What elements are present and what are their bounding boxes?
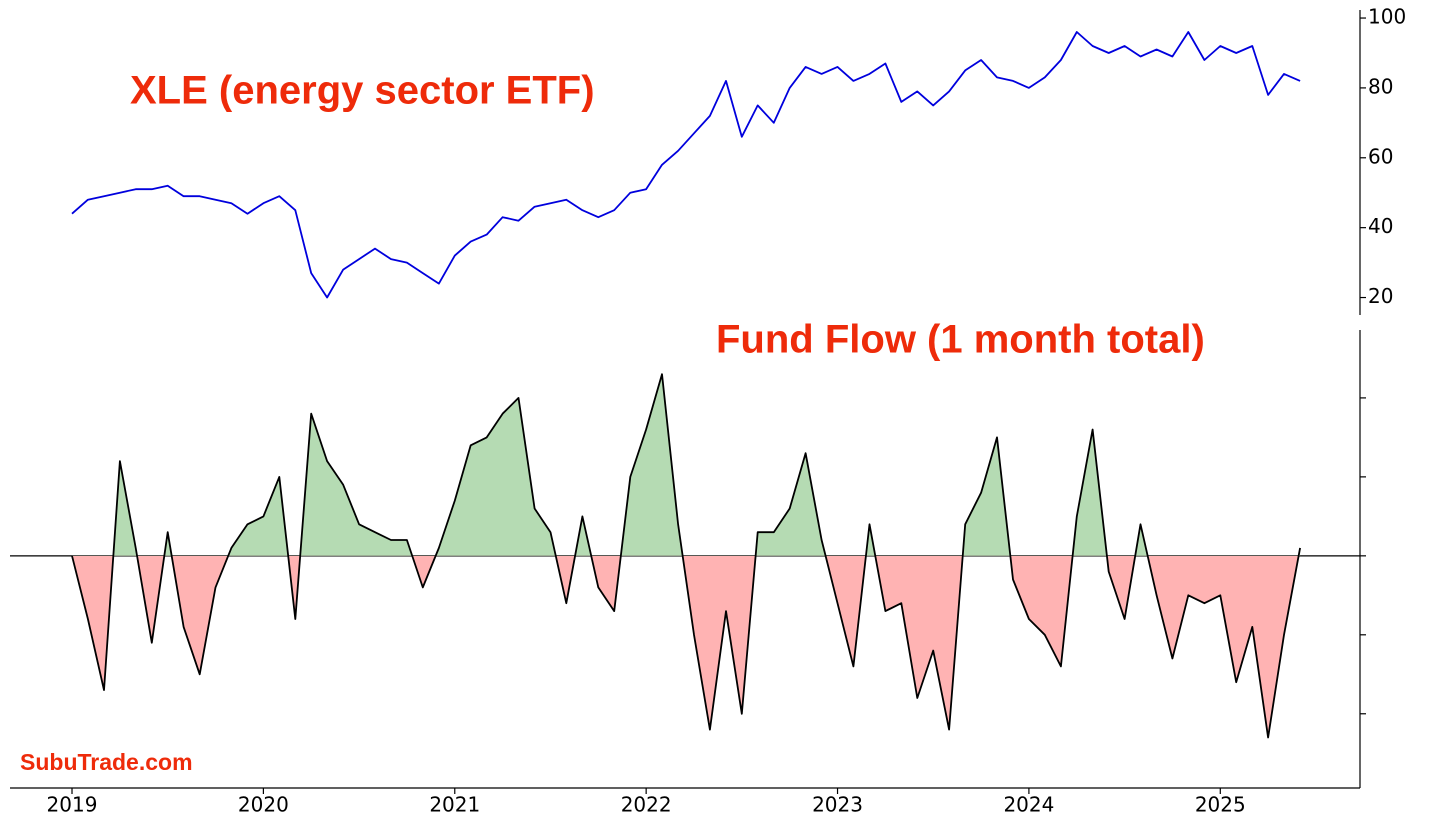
positive-area bbox=[72, 374, 1301, 556]
negative-area bbox=[72, 555, 1299, 738]
line bbox=[71, 373, 1301, 739]
line bbox=[71, 31, 1301, 299]
y-tick-label: 20 bbox=[1368, 284, 1393, 308]
x-tick-label: 2019 bbox=[47, 793, 98, 817]
y-tick-label: 60 bbox=[1368, 144, 1393, 168]
x-tick-label: 2024 bbox=[1003, 793, 1054, 817]
chart-title: XLE (energy sector ETF) bbox=[130, 69, 595, 113]
x-tick-label: 2020 bbox=[238, 793, 289, 817]
x-tick-label: 2021 bbox=[429, 793, 480, 817]
y-tick-label: 80 bbox=[1368, 74, 1393, 98]
y-tick-label: 100 bbox=[1368, 5, 1406, 29]
x-tick-label: 2022 bbox=[621, 793, 672, 817]
x-tick-label: 2025 bbox=[1195, 793, 1246, 817]
y-tick-label: 40 bbox=[1368, 214, 1393, 238]
watermark: SubuTrade.com bbox=[20, 749, 193, 775]
chart-title: Fund Flow (1 month total) bbox=[716, 318, 1205, 362]
x-tick-label: 2023 bbox=[812, 793, 863, 817]
